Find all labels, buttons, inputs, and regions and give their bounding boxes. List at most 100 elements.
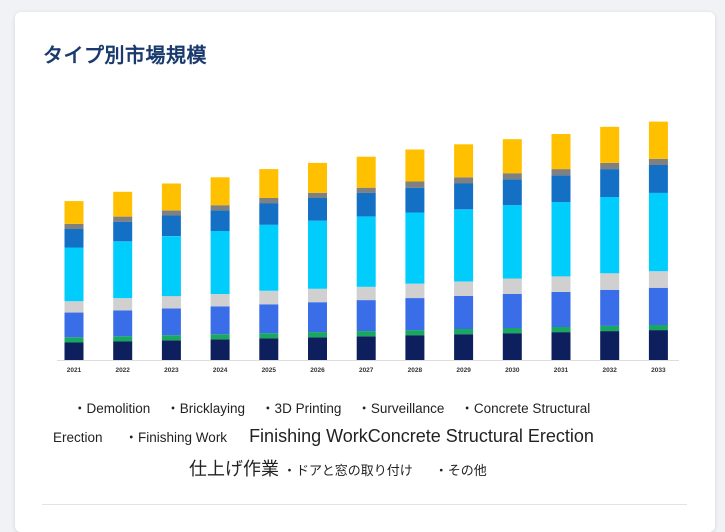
- legend-jp-finishing: 仕上げ作業: [189, 459, 279, 480]
- x-tick-label-2021: 2021: [67, 367, 82, 374]
- bar-segment-2028-2: [405, 298, 425, 331]
- bar-segment-2028-4: [405, 212, 425, 284]
- bar-segment-2030-4: [502, 205, 522, 279]
- bar-segment-2025-4: [259, 224, 279, 291]
- bar-segment-2031-5: [551, 175, 571, 203]
- bar-segment-2026-4: [308, 220, 327, 289]
- x-tick-label-2030: 2030: [505, 367, 520, 374]
- bar-segment-2031-2: [551, 291, 571, 327]
- bar-segment-2031-1: [551, 327, 571, 333]
- x-tick-label-2028: 2028: [408, 367, 423, 374]
- legend-demolition: ・Demolition: [73, 401, 151, 416]
- bar-segment-2024-3: [210, 294, 230, 307]
- bar-segment-2023-7: [161, 183, 181, 211]
- bar-segment-2024-2: [210, 306, 230, 335]
- bar-segment-2025-6: [259, 198, 279, 204]
- bar-segment-2032-7: [600, 126, 620, 163]
- bar-segment-2033-2: [648, 287, 668, 325]
- bar-segment-2030-1: [502, 328, 522, 334]
- bar-segment-2031-4: [551, 202, 571, 277]
- bar-segment-2028-5: [405, 187, 425, 213]
- legend-row-1: ・Demolition ・Bricklaying ・3D Printing ・Surv…: [73, 397, 590, 417]
- bar-segment-2027-1: [356, 331, 376, 337]
- x-tick-label-2033: 2033: [651, 367, 666, 374]
- bar-segment-2026-2: [308, 302, 327, 333]
- bar-segment-2021-7: [64, 201, 84, 224]
- bar-segment-2024-0: [210, 339, 230, 360]
- bar-segment-2023-5: [161, 215, 181, 237]
- x-tick-label-2032: 2032: [602, 367, 617, 374]
- bar-segment-2031-0: [551, 332, 571, 360]
- bar-segment-2027-2: [356, 300, 376, 332]
- bar-segment-2025-2: [259, 304, 279, 334]
- legend-erection: Erection: [53, 430, 103, 445]
- bar-segment-2025-3: [259, 290, 279, 305]
- bar-segment-2027-7: [356, 156, 376, 188]
- x-tick-label-2025: 2025: [262, 367, 277, 374]
- bar-segment-2026-5: [308, 198, 327, 221]
- bar-segment-2029-5: [454, 183, 474, 210]
- bar-segment-2023-6: [161, 210, 181, 216]
- legend-other: ・その他: [434, 464, 487, 479]
- bar-segment-2029-0: [454, 334, 474, 360]
- bar-segment-2033-5: [648, 165, 668, 193]
- bar-segment-2032-2: [600, 289, 620, 326]
- page-title: タイプ別市場規模: [43, 43, 207, 67]
- bar-segment-2021-0: [64, 342, 84, 360]
- bar-segment-2030-3: [502, 278, 522, 294]
- bar-segment-2027-6: [356, 187, 376, 193]
- bar-segment-2024-6: [210, 205, 230, 211]
- bar-segment-2024-7: [210, 177, 230, 206]
- divider: [42, 504, 687, 505]
- legend-surveillance: ・Surveillance: [357, 401, 445, 416]
- bar-segment-2025-0: [259, 338, 279, 360]
- bar-segment-2022-0: [113, 341, 133, 360]
- bar-segment-2030-0: [502, 333, 522, 360]
- legend-bricklaying: ・Bricklaying: [166, 401, 246, 416]
- bar-segment-2032-5: [600, 169, 620, 197]
- bar-segment-2024-4: [210, 231, 230, 294]
- bar-segment-2029-7: [454, 144, 474, 178]
- x-tick-label-2031: 2031: [554, 367, 569, 374]
- bar-segment-2029-3: [454, 281, 474, 296]
- bar-segment-2022-3: [113, 298, 133, 311]
- bar-segment-2024-1: [210, 334, 230, 340]
- x-tick-label-2027: 2027: [359, 367, 374, 374]
- bar-segment-2032-4: [600, 196, 620, 274]
- bar-segment-2022-6: [113, 216, 133, 222]
- bar-segment-2029-1: [454, 329, 474, 335]
- bar-segment-2022-5: [113, 221, 133, 242]
- bar-segment-2024-5: [210, 210, 230, 231]
- bar-segment-2026-3: [308, 288, 327, 303]
- bar-segment-2031-7: [551, 134, 571, 170]
- stacked-bar-chart: 2021 2022 2023 2024 2025 2026 2027 2028 2029 2030…: [57, 121, 679, 374]
- bar-segment-2030-7: [502, 139, 522, 174]
- bar-segment-2033-4: [648, 192, 668, 272]
- bar-segment-2028-7: [405, 149, 425, 182]
- bar-segment-2032-0: [600, 331, 620, 360]
- bar-segment-2023-0: [161, 340, 181, 360]
- bar-segment-2022-7: [113, 191, 133, 217]
- bar-segment-2033-0: [648, 330, 668, 360]
- bar-segment-2028-0: [405, 335, 425, 360]
- bar-segment-2031-3: [551, 276, 571, 292]
- bar-segment-2023-4: [161, 236, 181, 297]
- bar-segment-2021-4: [64, 247, 84, 302]
- bar-segment-2021-5: [64, 228, 84, 248]
- bar-segment-2032-6: [600, 162, 620, 170]
- bar-segment-2026-6: [308, 192, 327, 198]
- legend-finishing-work: ・Finishing Work: [124, 430, 228, 445]
- bar-segment-2023-2: [161, 308, 181, 336]
- bar-segment-2030-6: [502, 173, 522, 180]
- bar-segment-2025-5: [259, 203, 279, 225]
- bar-segment-2028-1: [405, 330, 425, 336]
- bar-segment-2021-3: [64, 301, 84, 313]
- legend-row-2: Erection ・Finishing Work Finishing WorkCon…: [53, 426, 594, 447]
- legend-row-3: 仕上げ作業 ・ドアと窓の取り付け ・その他: [189, 455, 487, 481]
- bar-segment-2033-1: [648, 324, 668, 331]
- bar-segment-2027-5: [356, 192, 376, 217]
- bar-segment-2033-3: [648, 271, 668, 288]
- legend-3d-printing: ・3D Printing: [261, 401, 342, 416]
- bar-segment-2021-1: [64, 337, 84, 343]
- bar-segment-2025-7: [259, 169, 279, 198]
